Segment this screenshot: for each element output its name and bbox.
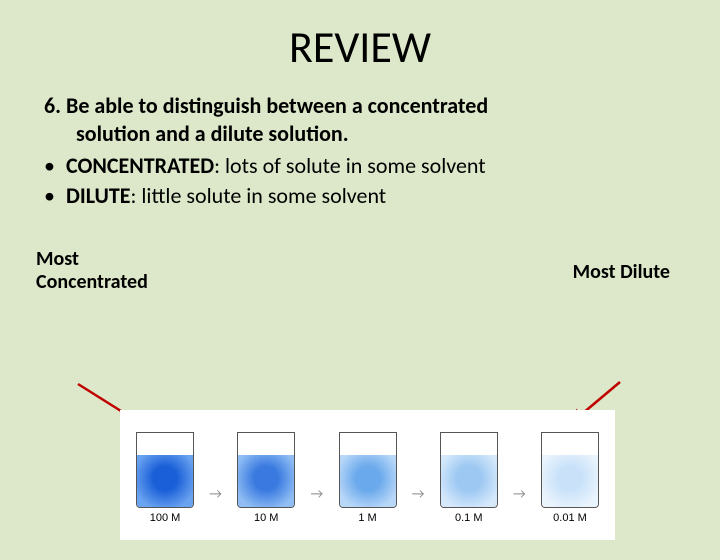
beaker-slot bbox=[237, 432, 295, 508]
bullet-marker: • bbox=[44, 181, 66, 211]
beaker bbox=[440, 432, 498, 508]
sequence-arrow-icon: → bbox=[307, 485, 327, 502]
beaker-slot bbox=[541, 432, 599, 508]
beaker-concentration-label: 100 M bbox=[136, 512, 194, 524]
beaker bbox=[541, 432, 599, 508]
sequence-arrow-icon: → bbox=[408, 485, 428, 502]
term-dilute: DILUTE bbox=[66, 182, 131, 209]
beaker-slot bbox=[136, 432, 194, 508]
label-most-dilute: Most Dilute bbox=[573, 260, 670, 284]
label-gap bbox=[206, 512, 226, 524]
label-gap bbox=[307, 512, 327, 524]
beaker-liquid bbox=[238, 455, 294, 508]
label-gap bbox=[509, 512, 529, 524]
beaker-concentration-label: 0.1 M bbox=[440, 512, 498, 524]
beaker bbox=[136, 432, 194, 508]
objective-line2: solution and a dilute solution. bbox=[44, 120, 349, 147]
bullet-item: • DILUTE: little solute in some solvent bbox=[44, 181, 684, 211]
label-row: Most Concentrated Most Dilute bbox=[0, 248, 720, 308]
beaker bbox=[339, 432, 397, 508]
beaker-concentration-label: 10 M bbox=[237, 512, 295, 524]
sequence-arrow-icon: → bbox=[509, 485, 529, 502]
beaker-liquid bbox=[137, 455, 193, 508]
bullet-after: : little solute in some solvent bbox=[131, 182, 387, 209]
term-concentrated: CONCENTRATED bbox=[66, 152, 214, 179]
page-title: REVIEW bbox=[0, 20, 720, 74]
sequence-arrow-icon: → bbox=[206, 485, 226, 502]
bullet-text: CONCENTRATED: lots of solute in some sol… bbox=[66, 151, 684, 181]
beaker bbox=[237, 432, 295, 508]
beaker-slot bbox=[440, 432, 498, 508]
beaker-label-row: 100 M 10 M 1 M 0.1 M 0.01 M bbox=[120, 508, 615, 524]
objective-line1: 6. Be able to distinguish between a conc… bbox=[44, 92, 488, 119]
bullet-item: • CONCENTRATED: lots of solute in some s… bbox=[44, 151, 684, 181]
bullet-list: • CONCENTRATED: lots of solute in some s… bbox=[36, 151, 684, 210]
beaker-liquid bbox=[542, 455, 598, 508]
bullet-marker: • bbox=[44, 151, 66, 181]
bullet-after: : lots of solute in some solvent bbox=[214, 152, 486, 179]
beaker-liquid bbox=[441, 455, 497, 508]
beaker-diagram: → → → → 100 M 10 M 1 M 0.1 M 0.01 M bbox=[120, 410, 615, 540]
beaker-concentration-label: 1 M bbox=[339, 512, 397, 524]
label-gap bbox=[408, 512, 428, 524]
beaker-slot bbox=[339, 432, 397, 508]
content-block: 6. Be able to distinguish between a conc… bbox=[0, 92, 720, 210]
beaker-row: → → → → bbox=[120, 410, 615, 508]
objective-text: 6. Be able to distinguish between a conc… bbox=[36, 92, 684, 147]
label-most-concentrated: Most Concentrated bbox=[36, 248, 148, 294]
beaker-concentration-label: 0.01 M bbox=[541, 512, 599, 524]
label-left-line1: Most bbox=[36, 247, 79, 271]
bullet-text: DILUTE: little solute in some solvent bbox=[66, 181, 684, 211]
beaker-liquid bbox=[340, 455, 396, 508]
label-left-line2: Concentrated bbox=[36, 270, 148, 294]
